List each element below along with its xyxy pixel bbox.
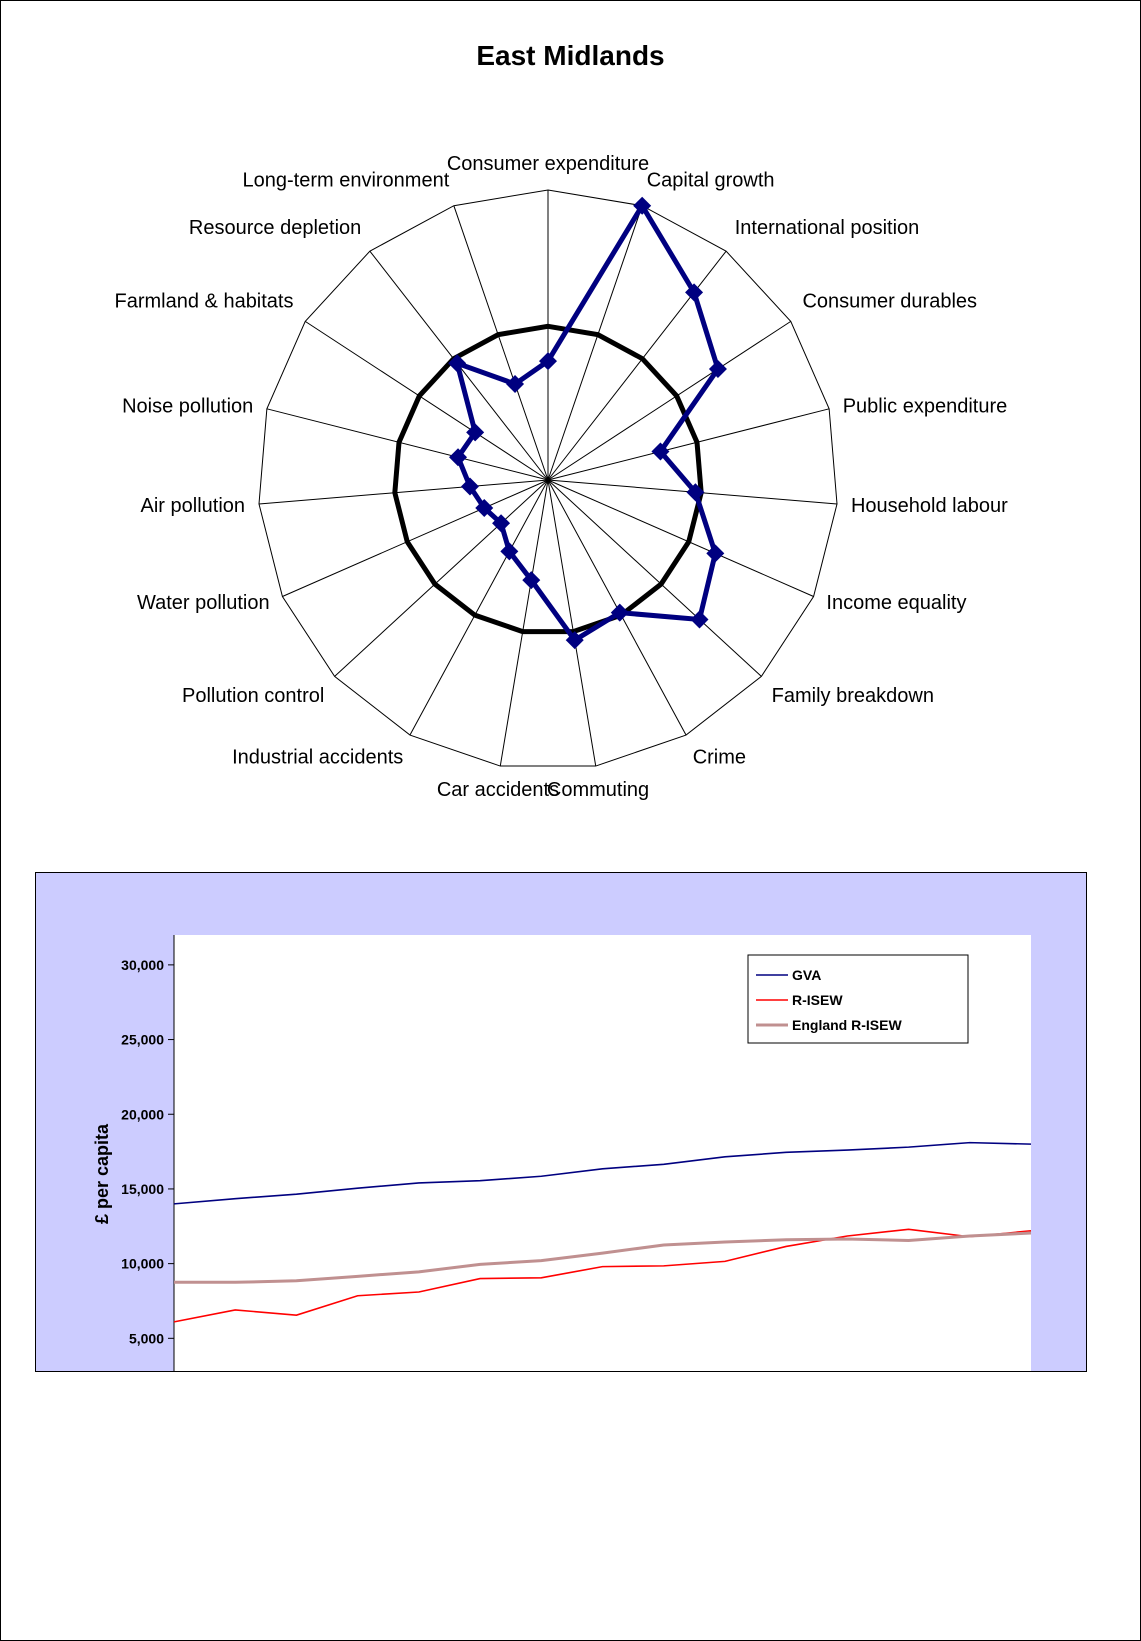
radar-point [651, 442, 670, 461]
radar-point [460, 477, 479, 496]
series-line [173, 1141, 1032, 1205]
radar-spoke [499, 479, 549, 767]
radar-point [633, 196, 652, 215]
line-axes: 05,00010,00015,00020,00025,00030,0001994… [92, 935, 175, 1371]
radar-point [685, 283, 704, 302]
y-tick-label: 5,000 [129, 1330, 164, 1346]
line-chart-panel: 05,00010,00015,00020,00025,00030,0001994… [35, 872, 1087, 1372]
radar-axis-label: Income equality [826, 592, 966, 614]
radar-axis-label: Crime [693, 746, 746, 768]
legend-box [747, 954, 969, 1044]
radar-axis-label: Consumer durables [802, 291, 977, 313]
radar-spoke [282, 479, 549, 597]
legend: GVA R-ISEW England R-ISEW [747, 954, 969, 1044]
radar-point [565, 631, 584, 650]
radar-axis-label: Capital growth [647, 169, 775, 191]
radar-axis-label: Household labour [851, 495, 1008, 517]
radar-reference-line [392, 323, 704, 635]
radar-axis-label: Car accidents [437, 779, 559, 801]
radar-axis-label: Air pollution [141, 495, 246, 517]
radar-point [686, 483, 705, 502]
y-axis-label: £ per capita [92, 1123, 112, 1224]
y-tick-label: 25,000 [121, 1032, 164, 1048]
radar-axis-label: Water pollution [137, 592, 270, 614]
y-tick-label: 20,000 [121, 1106, 164, 1122]
radar-point [708, 359, 727, 378]
series-line [174, 1231, 1032, 1284]
radar-spoke [547, 479, 762, 677]
radar-point [506, 374, 525, 393]
series-line [173, 1228, 1032, 1323]
radar-spoke [547, 479, 814, 597]
radar-point [466, 423, 485, 442]
line-series [173, 1141, 1032, 1323]
radar-axis-label: Resource depletion [189, 217, 361, 239]
radar-point [449, 448, 468, 467]
radar-spoke [334, 479, 549, 677]
legend-label: R-ISEW [792, 992, 843, 1008]
radar-outer-ring [258, 189, 838, 767]
radar-spoke [547, 479, 597, 767]
radar-axis-label: International position [735, 217, 920, 239]
radar-axis-label: Commuting [547, 779, 649, 801]
radar-spoke [547, 320, 792, 481]
radar-point [448, 354, 467, 373]
radar-point [475, 498, 494, 517]
radar-spoke [547, 205, 643, 481]
radar-point [522, 571, 541, 590]
radar-point [492, 514, 511, 533]
radar-axis-label: Farmland & habitats [115, 291, 294, 313]
radar-grid [258, 189, 838, 767]
radar-axis-label: Consumer expenditure [447, 153, 649, 175]
radar-series [392, 196, 727, 650]
radar-spoke [258, 479, 549, 505]
radar-spoke [547, 408, 830, 481]
radar-axis-label: Industrial accidents [232, 746, 403, 768]
y-tick-label: 10,000 [121, 1256, 164, 1272]
radar-point [690, 610, 709, 629]
radar-axis-label: Noise pollution [122, 395, 253, 417]
radar-spoke [409, 479, 549, 736]
radar-axis-label: Long-term environment [243, 169, 450, 191]
legend-label: England R-ISEW [792, 1017, 902, 1033]
radar-point [500, 542, 519, 561]
radar-axis-label: Family breakdown [772, 685, 934, 707]
radar-axis-label: Public expenditure [843, 395, 1008, 417]
line-chart: 05,00010,00015,00020,00025,00030,0001994… [92, 935, 1032, 1371]
radar-point [706, 544, 725, 563]
y-tick-label: 30,000 [121, 957, 164, 973]
radar-spoke [266, 408, 549, 481]
y-tick-label: 15,000 [121, 1181, 164, 1197]
radar-spoke [453, 205, 549, 481]
radar-point [610, 603, 629, 622]
radar-spoke [304, 320, 549, 481]
legend-label: GVA [792, 967, 821, 983]
radar-title: East Midlands [476, 40, 665, 71]
radar-axis-label: Pollution control [182, 685, 324, 707]
radar-point [539, 352, 557, 371]
